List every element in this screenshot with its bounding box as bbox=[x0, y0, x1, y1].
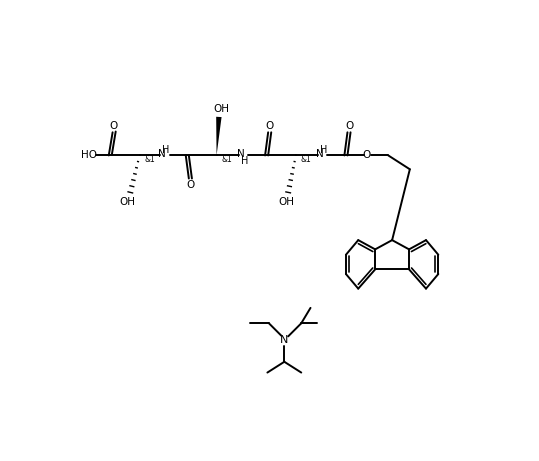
Text: O: O bbox=[363, 150, 371, 160]
Text: HO: HO bbox=[81, 150, 96, 160]
Text: H: H bbox=[320, 145, 327, 155]
Text: O: O bbox=[345, 121, 353, 131]
Text: N: N bbox=[280, 335, 288, 345]
Text: H: H bbox=[162, 145, 169, 155]
Text: O: O bbox=[186, 180, 195, 189]
Text: OH: OH bbox=[279, 197, 295, 207]
Text: &1: &1 bbox=[221, 155, 232, 164]
Text: N: N bbox=[158, 149, 166, 159]
Text: N: N bbox=[316, 149, 323, 159]
Text: N: N bbox=[237, 149, 244, 159]
Text: O: O bbox=[109, 121, 118, 131]
Polygon shape bbox=[216, 117, 222, 155]
Text: H: H bbox=[240, 156, 248, 166]
Text: &1: &1 bbox=[301, 155, 311, 164]
Text: &1: &1 bbox=[144, 155, 155, 164]
Text: OH: OH bbox=[213, 104, 229, 114]
Text: O: O bbox=[266, 121, 274, 131]
Text: OH: OH bbox=[119, 197, 135, 207]
